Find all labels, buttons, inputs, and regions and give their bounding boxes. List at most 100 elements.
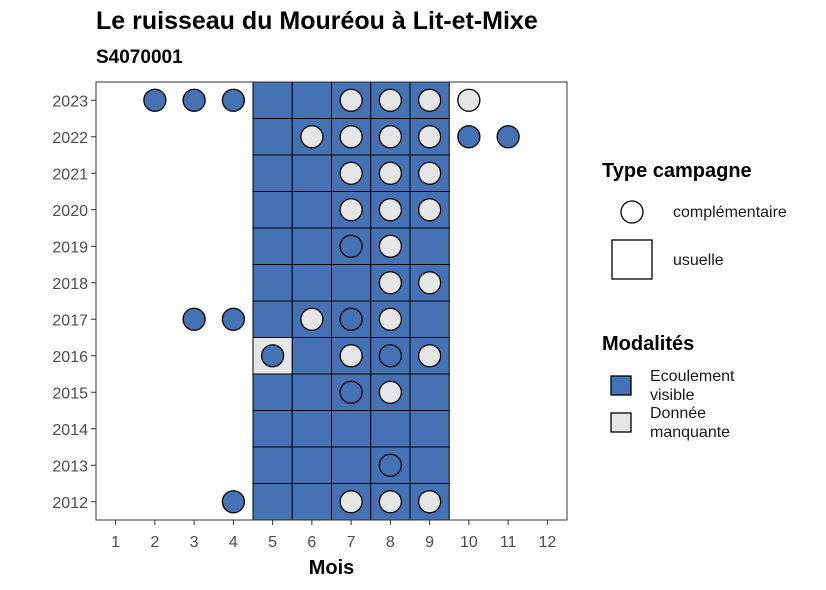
x-tick-label-10: 10 — [460, 534, 478, 551]
point-complementaire-2019-8 — [378, 234, 403, 258]
y-tick-label-2017: 2017 — [52, 312, 88, 329]
legend-ecoulement-swatch — [610, 375, 632, 396]
point-complementaire-2021-9 — [417, 161, 442, 185]
x-tick-label-3: 3 — [190, 534, 199, 551]
point-complementaire-2016-9 — [417, 344, 442, 368]
point-complementaire-2017-8 — [378, 307, 403, 331]
point-complementaire-2016-7 — [339, 344, 363, 368]
x-tick-label-7: 7 — [347, 534, 356, 551]
point-complementaire-2017-4 — [221, 307, 246, 331]
tile-usuelle-2013-6 — [291, 446, 332, 484]
tile-usuelle-2012-5 — [252, 483, 293, 521]
legend-usuelle-icon — [611, 239, 653, 280]
legend-complementaire-label: complémentaire — [673, 204, 787, 221]
chart-subtitle: S4070001 — [96, 47, 183, 68]
point-complementaire-2017-6 — [300, 307, 324, 331]
tile-usuelle-2022-5 — [252, 118, 293, 156]
x-tick-label-8: 8 — [386, 534, 395, 551]
x-tick-label-4: 4 — [229, 534, 238, 551]
tile-usuelle-2014-6 — [291, 410, 332, 448]
tile-usuelle-2021-6 — [291, 154, 332, 192]
point-complementaire-2020-8 — [378, 198, 403, 222]
tile-usuelle-2015-6 — [291, 373, 332, 411]
tile-usuelle-2012-6 — [291, 483, 332, 521]
legend-type-campagne-title: Type campagne — [602, 160, 752, 182]
x-tick-label-11: 11 — [500, 534, 517, 551]
point-complementaire-2015-8 — [378, 380, 403, 404]
point-complementaire-2017-3 — [182, 307, 206, 331]
point-complementaire-2023-3 — [182, 88, 206, 112]
x-tick-label-12: 12 — [538, 534, 556, 551]
x-axis-title: Mois — [309, 557, 355, 579]
point-complementaire-2012-9 — [417, 490, 442, 514]
y-tick-label-2015: 2015 — [52, 385, 88, 402]
point-complementaire-2022-8 — [378, 125, 403, 149]
point-complementaire-2023-7 — [339, 88, 363, 112]
tile-usuelle-2020-5 — [252, 191, 293, 229]
legend-donnee-swatch — [610, 412, 632, 433]
tile-usuelle-2014-5 — [252, 410, 293, 448]
y-tick-label-2020: 2020 — [52, 203, 88, 220]
y-tick-label-2012: 2012 — [52, 495, 88, 512]
y-tick-label-2023: 2023 — [52, 93, 88, 110]
tile-usuelle-2018-6 — [291, 264, 332, 302]
point-complementaire-2012-4 — [221, 490, 246, 514]
y-tick-label-2019: 2019 — [52, 239, 88, 256]
tile-usuelle-2017-9 — [409, 300, 450, 338]
legend-donnee-label: Donnée manquante — [650, 405, 731, 441]
tile-usuelle-2014-7 — [331, 410, 372, 448]
x-tick-label-9: 9 — [425, 534, 434, 551]
tile-usuelle-2015-9 — [409, 373, 450, 411]
x-tick-label-2: 2 — [150, 534, 159, 551]
tile-usuelle-2021-5 — [252, 154, 293, 192]
x-tick-label-5: 5 — [268, 534, 277, 551]
point-complementaire-2023-10 — [457, 88, 481, 112]
point-complementaire-2023-4 — [221, 88, 246, 112]
y-tick-label-2016: 2016 — [52, 349, 88, 366]
point-complementaire-2013-8 — [378, 453, 403, 477]
tile-usuelle-2019-7 — [331, 227, 372, 265]
chart-title: Le ruisseau du Mouréou à Lit-et-Mixe — [96, 7, 538, 35]
tile-usuelle-2016-6 — [291, 337, 332, 375]
point-complementaire-2012-7 — [339, 490, 363, 514]
tile-usuelle-2023-5 — [252, 81, 293, 119]
y-tick-label-2022: 2022 — [52, 130, 88, 147]
plot-border — [95, 81, 568, 521]
tile-usuelle-2023-6 — [291, 81, 332, 119]
legend-modalites-title: Modalités — [602, 333, 695, 355]
tile-usuelle-2015-5 — [252, 373, 293, 411]
y-tick-label-2021: 2021 — [52, 166, 88, 183]
y-tick-label-2014: 2014 — [52, 422, 88, 439]
x-tick-label-1: 1 — [111, 534, 120, 551]
tile-usuelle-2013-5 — [252, 446, 293, 484]
y-tick-label-2018: 2018 — [52, 276, 88, 293]
tile-usuelle-2013-7 — [331, 446, 372, 484]
point-complementaire-2020-7 — [339, 198, 363, 222]
point-complementaire-2016-8 — [378, 344, 403, 368]
point-complementaire-2015-7 — [339, 380, 363, 404]
point-complementaire-2020-9 — [417, 198, 442, 222]
tile-usuelle-2017-5 — [252, 300, 293, 338]
point-complementaire-2022-11 — [496, 125, 520, 149]
legend-usuelle-label: usuelle — [673, 252, 724, 269]
tile-usuelle-2019-9 — [409, 227, 450, 265]
point-complementaire-2022-10 — [457, 125, 481, 149]
point-complementaire-2022-6 — [300, 125, 324, 149]
point-complementaire-2022-7 — [339, 125, 363, 149]
point-complementaire-2016-5 — [260, 344, 285, 368]
tile-usuelle-2019-5 — [252, 227, 293, 265]
point-complementaire-2021-8 — [378, 161, 403, 185]
tile-usuelle-2014-8 — [370, 410, 411, 448]
tile-usuelle-2018-5 — [252, 264, 293, 302]
point-complementaire-2022-9 — [417, 125, 442, 149]
tile-usuelle-2013-9 — [409, 446, 450, 484]
tile-usuelle-2019-6 — [291, 227, 332, 265]
point-complementaire-2019-7 — [339, 234, 363, 258]
tile-usuelle-2014-9 — [409, 410, 450, 448]
point-complementaire-2018-9 — [417, 271, 442, 295]
legend-ecoulement-label: Ecoulement visible — [650, 368, 735, 404]
point-complementaire-2012-8 — [378, 490, 403, 514]
point-complementaire-2023-9 — [417, 88, 442, 112]
x-tick-label-6: 6 — [307, 534, 316, 551]
